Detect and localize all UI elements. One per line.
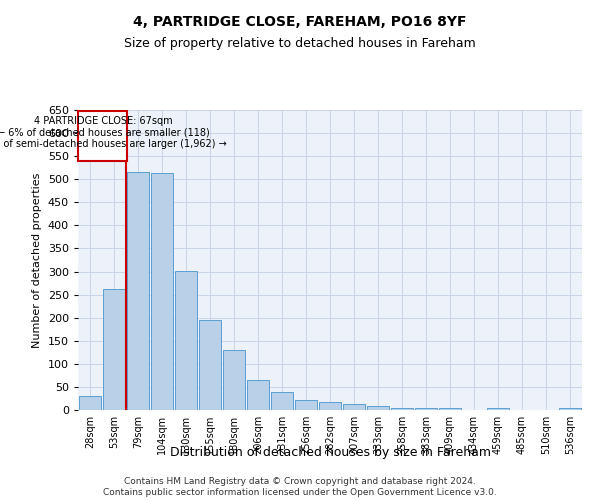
Bar — [199, 320, 221, 410]
Bar — [103, 289, 125, 410]
Bar — [79, 111, 127, 161]
Bar — [439, 408, 461, 410]
Bar — [151, 173, 173, 410]
Text: 4 PARTRIDGE CLOSE: 67sqm: 4 PARTRIDGE CLOSE: 67sqm — [34, 116, 172, 126]
Bar — [271, 392, 293, 410]
Bar — [79, 396, 101, 410]
Y-axis label: Number of detached properties: Number of detached properties — [32, 172, 42, 348]
Text: Distribution of detached houses by size in Fareham: Distribution of detached houses by size … — [170, 446, 491, 459]
Bar — [175, 270, 197, 410]
Bar — [343, 404, 365, 410]
Text: ← 6% of detached houses are smaller (118): ← 6% of detached houses are smaller (118… — [0, 128, 209, 138]
Text: Contains public sector information licensed under the Open Government Licence v3: Contains public sector information licen… — [103, 488, 497, 497]
Bar — [487, 408, 509, 410]
Text: 4, PARTRIDGE CLOSE, FAREHAM, PO16 8YF: 4, PARTRIDGE CLOSE, FAREHAM, PO16 8YF — [133, 15, 467, 29]
Bar — [223, 350, 245, 410]
Bar — [559, 408, 581, 410]
Text: Contains HM Land Registry data © Crown copyright and database right 2024.: Contains HM Land Registry data © Crown c… — [124, 476, 476, 486]
Bar — [247, 380, 269, 410]
Text: 94% of semi-detached houses are larger (1,962) →: 94% of semi-detached houses are larger (… — [0, 139, 227, 149]
Bar — [391, 408, 413, 410]
Bar — [319, 402, 341, 410]
Bar — [127, 172, 149, 410]
Bar — [367, 406, 389, 410]
Bar — [415, 408, 437, 410]
Bar — [295, 400, 317, 410]
Text: Size of property relative to detached houses in Fareham: Size of property relative to detached ho… — [124, 38, 476, 51]
